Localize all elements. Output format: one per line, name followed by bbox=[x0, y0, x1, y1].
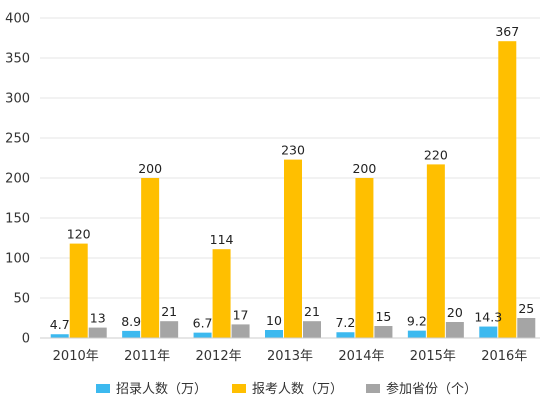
x-tick-label: 2011年 bbox=[124, 349, 170, 364]
bar-1-6 bbox=[407, 330, 426, 338]
bars bbox=[50, 41, 536, 338]
x-axis: 2010年 2011年 2012年 2013年 2014年 2015年 2016年 bbox=[40, 337, 540, 364]
bar-3-7 bbox=[517, 318, 536, 338]
data-labels: 4.7 120 13 8.9 200 21 6.7 114 17 10 230 21 7.2 200 15 9… bbox=[50, 24, 534, 332]
data-label: 25 bbox=[518, 301, 534, 316]
data-label: 4.7 bbox=[50, 317, 70, 332]
legend-label: 报考人数（万） bbox=[252, 382, 343, 397]
bar-3-1 bbox=[88, 327, 107, 338]
bar-3-6 bbox=[445, 322, 464, 338]
bar-1-5 bbox=[336, 332, 355, 338]
legend-swatch bbox=[366, 384, 380, 393]
x-tick-label: 2010年 bbox=[53, 349, 99, 364]
data-label: 230 bbox=[281, 143, 305, 158]
y-tick-label: 400 bbox=[5, 12, 30, 27]
data-label: 200 bbox=[352, 161, 376, 176]
data-label: 8.9 bbox=[121, 314, 141, 329]
legend-swatch bbox=[232, 384, 246, 393]
data-label: 367 bbox=[495, 24, 519, 39]
bar-3-2 bbox=[160, 321, 179, 338]
bar-1-4 bbox=[265, 330, 283, 338]
data-label: 120 bbox=[67, 227, 91, 242]
data-label: 14.3 bbox=[474, 310, 502, 325]
legend-label: 参加省份（个） bbox=[386, 381, 477, 397]
bar-1-3 bbox=[193, 332, 212, 338]
data-label: 21 bbox=[304, 304, 320, 319]
data-label: 114 bbox=[210, 232, 234, 247]
x-tick-label: 2012年 bbox=[196, 349, 242, 364]
data-label: 17 bbox=[233, 307, 249, 322]
y-tick-label: 150 bbox=[5, 212, 30, 227]
bar-1-1 bbox=[50, 334, 69, 338]
x-tick-label: 2015年 bbox=[410, 349, 456, 364]
legend-label: 招录人数（万） bbox=[116, 382, 207, 397]
y-tick-label: 200 bbox=[5, 172, 30, 187]
bar-1-7 bbox=[479, 326, 498, 338]
bar-2-4 bbox=[284, 159, 302, 338]
y-tick-label: 300 bbox=[5, 92, 30, 107]
bar-3-3 bbox=[231, 324, 250, 338]
legend-swatch bbox=[96, 384, 110, 393]
data-label: 6.7 bbox=[193, 316, 213, 331]
bar-1-2 bbox=[122, 330, 141, 338]
data-label: 13 bbox=[90, 311, 106, 326]
bar-3-4 bbox=[303, 321, 321, 338]
y-axis: 0 50 100 150 200 250 300 350 400 bbox=[5, 12, 30, 347]
bar-2-2 bbox=[141, 178, 160, 338]
y-tick-label: 50 bbox=[13, 292, 30, 307]
bar-2-1 bbox=[69, 243, 88, 338]
x-tick-label: 2013年 bbox=[267, 349, 313, 364]
data-label: 220 bbox=[424, 147, 448, 162]
data-label: 20 bbox=[447, 305, 463, 320]
data-label: 15 bbox=[375, 309, 391, 324]
data-label: 200 bbox=[138, 161, 162, 176]
x-tick-label: 2016年 bbox=[481, 349, 527, 364]
data-label: 7.2 bbox=[335, 315, 355, 330]
bar-2-7 bbox=[498, 41, 517, 338]
data-label: 10 bbox=[266, 313, 282, 328]
y-tick-label: 100 bbox=[5, 252, 30, 267]
y-tick-label: 250 bbox=[5, 132, 30, 147]
y-tick-label: 350 bbox=[5, 52, 30, 67]
bar-2-3 bbox=[212, 249, 231, 338]
data-label: 9.2 bbox=[407, 314, 427, 329]
bar-2-5 bbox=[355, 178, 374, 338]
data-label: 21 bbox=[161, 304, 177, 319]
y-tick-label: 0 bbox=[22, 332, 30, 347]
bar-2-6 bbox=[426, 164, 445, 338]
legend: 招录人数（万） 报考人数（万） 参加省份（个） bbox=[96, 381, 477, 397]
x-tick-label: 2014年 bbox=[338, 349, 384, 364]
bar-3-5 bbox=[374, 326, 393, 338]
